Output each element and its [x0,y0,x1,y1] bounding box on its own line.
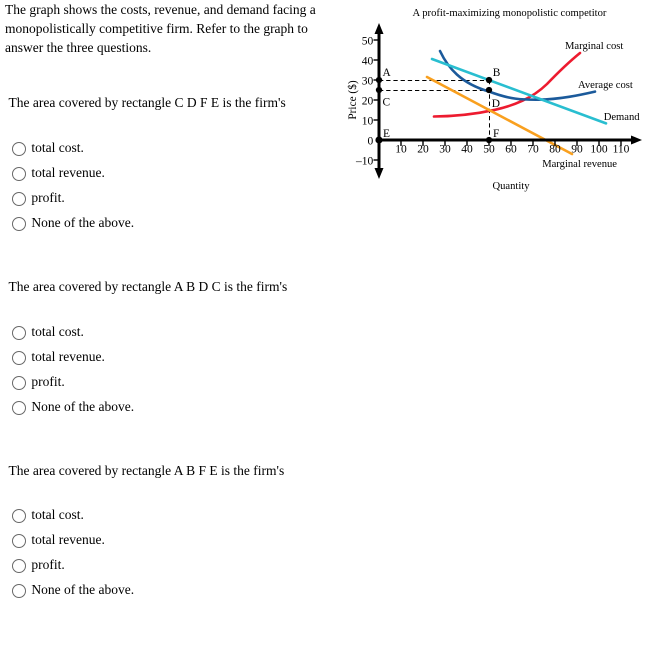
svg-text:20: 20 [362,96,374,108]
svg-text:40: 40 [362,56,374,68]
svg-text:70: 70 [527,144,539,156]
svg-text:20: 20 [417,144,429,156]
svg-text:B: B [493,67,501,79]
svg-text:30: 30 [362,76,374,88]
svg-text:40: 40 [461,144,473,156]
svg-text:80: 80 [549,144,561,156]
svg-text:Average cost: Average cost [578,80,633,91]
svg-text:30: 30 [439,144,451,156]
svg-text:90: 90 [571,144,583,156]
svg-text:C: C [383,97,391,109]
svg-text:60: 60 [505,144,517,156]
svg-text:A profit-maximizing monopolist: A profit-maximizing monopolistic competi… [413,8,607,19]
svg-text:110: 110 [613,144,630,156]
svg-text:Marginal revenue: Marginal revenue [542,159,617,170]
svg-text:50: 50 [483,144,495,156]
svg-text:Demand: Demand [604,112,641,123]
svg-text:100: 100 [590,144,608,156]
svg-text:F: F [493,128,499,140]
svg-text:Marginal cost: Marginal cost [565,41,623,52]
svg-text:10: 10 [395,144,407,156]
svg-text:Quantity: Quantity [492,181,530,192]
svg-text:Price ($): Price ($) [347,80,359,119]
svg-text:–10: –10 [355,156,374,168]
svg-text:A: A [383,67,392,79]
svg-text:E: E [383,128,390,140]
svg-text:0: 0 [367,136,373,148]
svg-text:D: D [492,98,500,110]
svg-text:50: 50 [362,36,374,48]
svg-text:10: 10 [362,116,374,128]
